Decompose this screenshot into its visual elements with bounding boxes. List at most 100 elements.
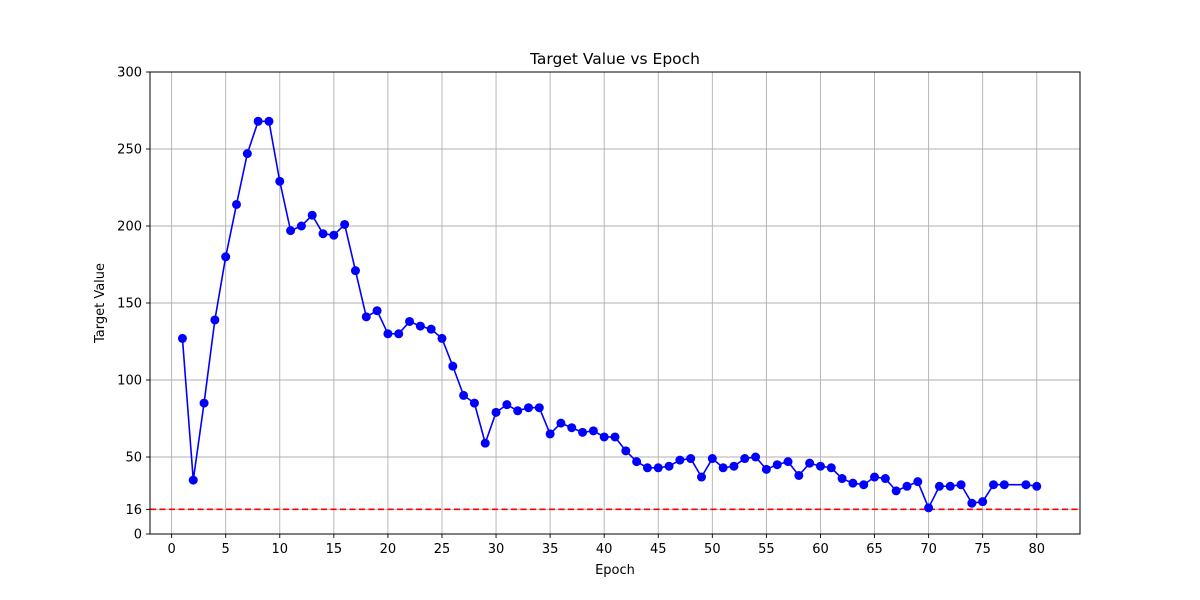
data-point: [588, 426, 598, 436]
data-point: [632, 457, 642, 467]
x-tick-label: 5: [222, 542, 230, 557]
x-axis-label: Epoch: [595, 563, 635, 578]
grid-lines: [150, 71, 1080, 535]
data-point: [870, 472, 880, 482]
data-point: [761, 464, 771, 474]
data-point: [599, 432, 609, 442]
data-point: [740, 454, 750, 464]
x-tick-label: 50: [704, 542, 721, 557]
data-point: [253, 116, 263, 126]
data-point: [999, 480, 1009, 490]
data-point: [642, 463, 652, 473]
data-point: [426, 324, 436, 334]
data-point: [621, 446, 631, 456]
x-tick-label: 30: [488, 542, 505, 557]
data-point: [653, 463, 663, 473]
data-point: [610, 432, 620, 442]
data-point: [350, 266, 360, 276]
y-tick-label: 50: [125, 451, 142, 466]
data-point: [675, 455, 685, 465]
x-tick-label: 45: [650, 542, 667, 557]
x-tick-label: 0: [167, 542, 175, 557]
data-point: [556, 418, 566, 428]
data-point: [902, 481, 912, 491]
x-tick-label: 15: [326, 542, 343, 557]
x-tick-label: 25: [434, 542, 451, 557]
data-point: [815, 461, 825, 471]
data-point: [859, 480, 869, 490]
series-line: [181, 120, 1037, 509]
data-point: [480, 438, 490, 448]
x-tick-label: 40: [596, 542, 613, 557]
data-point: [523, 403, 533, 413]
y-tick-label: 0: [134, 528, 142, 543]
x-tick-label: 65: [866, 542, 883, 557]
data-point: [405, 316, 415, 326]
data-point: [967, 498, 977, 508]
y-tick-label: 250: [117, 143, 142, 158]
data-point: [437, 333, 447, 343]
data-point: [718, 463, 728, 473]
data-point: [567, 423, 577, 433]
y-tick-label: 150: [117, 297, 142, 312]
data-point: [988, 480, 998, 490]
x-axis-ticks: 0 5 10 15 20 25 30 35 40 45 50 55 60 65 70 75 80: [167, 534, 1045, 557]
data-point: [826, 463, 836, 473]
x-tick-label: 10: [271, 542, 288, 557]
y-tick-label: 100: [117, 374, 142, 389]
x-tick-label: 55: [758, 542, 775, 557]
y-tick-label: 200: [117, 220, 142, 235]
data-point: [913, 477, 923, 487]
data-point: [783, 457, 793, 467]
data-point: [318, 229, 328, 239]
data-point: [1032, 481, 1042, 491]
data-point: [394, 329, 404, 339]
data-point: [210, 315, 220, 325]
data-point: [837, 474, 847, 484]
data-point: [805, 458, 815, 468]
data-point: [502, 400, 512, 410]
data-point: [545, 429, 555, 439]
data-point: [459, 390, 469, 400]
data-point: [361, 312, 371, 322]
x-tick-label: 80: [1028, 542, 1045, 557]
data-point: [697, 472, 707, 482]
y-axis-ticks: 0 16 50 100 150 200 250 300: [117, 66, 150, 543]
data-point: [751, 452, 761, 462]
x-tick-label: 35: [542, 542, 559, 557]
data-point: [891, 486, 901, 496]
data-point: [415, 321, 425, 331]
data-point: [372, 306, 382, 316]
data-point: [707, 454, 717, 464]
data-point: [534, 403, 544, 413]
data-point: [934, 481, 944, 491]
chart-title: Target Value vs Epoch: [529, 50, 700, 68]
data-point: [664, 461, 674, 471]
x-tick-label: 70: [920, 542, 937, 557]
data-point: [491, 407, 501, 417]
data-point: [1021, 480, 1031, 490]
data-point: [221, 252, 231, 262]
data-point: [242, 149, 252, 159]
data-point: [340, 219, 350, 229]
data-point: [924, 503, 934, 513]
data-point: [978, 497, 988, 507]
data-point: [264, 116, 274, 126]
data-point: [199, 398, 209, 408]
series-layer: [177, 116, 1042, 513]
data-point: [448, 361, 458, 371]
data-point: [945, 481, 955, 491]
data-point: [286, 226, 296, 236]
data-point: [880, 474, 890, 484]
data-point: [177, 333, 187, 343]
y-tick-label: 300: [117, 66, 142, 81]
y-axis-label: Target Value: [93, 263, 108, 344]
data-point: [729, 461, 739, 471]
data-point: [956, 480, 966, 490]
data-point: [469, 398, 479, 408]
data-point: [232, 199, 242, 209]
data-point: [296, 221, 306, 231]
data-point: [513, 406, 523, 416]
data-point: [794, 470, 804, 480]
